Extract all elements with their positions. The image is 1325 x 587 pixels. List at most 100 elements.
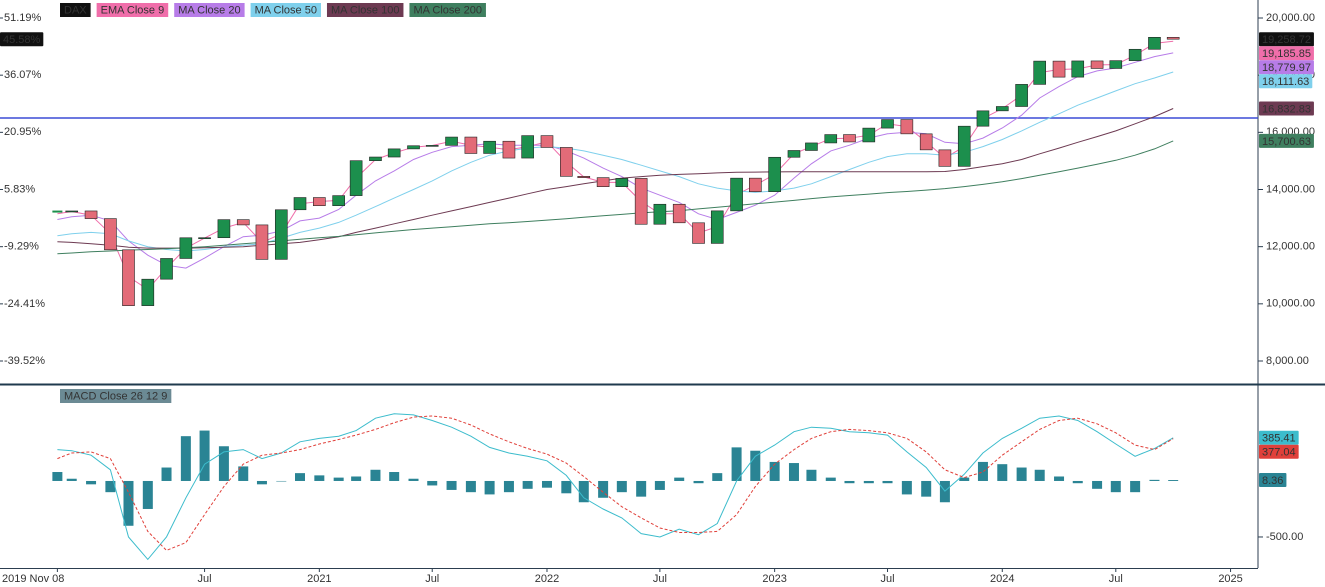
candle bbox=[464, 136, 478, 154]
histogram-bar bbox=[86, 480, 97, 485]
candle bbox=[160, 258, 173, 280]
candle bbox=[369, 156, 382, 161]
candle bbox=[615, 178, 629, 187]
candle bbox=[1033, 60, 1047, 85]
candle bbox=[560, 147, 573, 177]
candle bbox=[653, 203, 667, 225]
candle bbox=[198, 237, 211, 240]
histogram-bar bbox=[503, 480, 514, 493]
histogram-bar bbox=[578, 480, 589, 503]
candle bbox=[1090, 60, 1104, 69]
histogram-bar bbox=[997, 464, 1008, 481]
candle bbox=[919, 133, 933, 151]
candle bbox=[407, 145, 420, 150]
y2-tick-label: 36.07% bbox=[4, 69, 42, 81]
histogram-bar bbox=[1130, 480, 1141, 493]
histogram-bar bbox=[1034, 469, 1045, 481]
candle bbox=[332, 195, 345, 207]
candle bbox=[692, 222, 705, 244]
candle bbox=[387, 148, 401, 158]
candle bbox=[672, 203, 686, 224]
histogram-bar bbox=[465, 480, 476, 493]
histogram-bar bbox=[161, 467, 172, 481]
candle bbox=[65, 210, 79, 213]
histogram-bar bbox=[351, 476, 362, 481]
candle bbox=[634, 178, 648, 225]
legend-chip bbox=[409, 3, 486, 17]
histogram-bar bbox=[731, 447, 742, 481]
value-badge bbox=[1259, 32, 1314, 47]
histogram-bar bbox=[863, 480, 874, 484]
candle bbox=[1109, 60, 1123, 69]
legend-chip-label: EMA Close 9 bbox=[101, 4, 165, 16]
value-badge-label: 18,779.97 bbox=[1262, 62, 1311, 74]
histogram-bar bbox=[654, 480, 665, 490]
candle bbox=[179, 237, 193, 259]
candle bbox=[122, 249, 135, 306]
y-tick-label: -500.00 bbox=[1266, 531, 1303, 543]
y2-tick-label: 5.83% bbox=[4, 183, 35, 195]
histogram-bar bbox=[636, 480, 647, 497]
histogram-bar bbox=[142, 480, 153, 509]
histogram-bar bbox=[844, 480, 855, 484]
legend-chip-label: DAX bbox=[64, 4, 87, 16]
histogram-bar bbox=[1168, 480, 1179, 481]
value-badge bbox=[1259, 133, 1314, 148]
legend-chip bbox=[174, 3, 245, 17]
candle bbox=[84, 210, 98, 219]
x-tick-label: 2025 bbox=[1218, 573, 1242, 585]
histogram-bar bbox=[218, 446, 229, 481]
y-tick-label: 8,000.00 bbox=[1266, 355, 1309, 367]
legend-chip bbox=[60, 3, 91, 17]
moving-average-line bbox=[57, 71, 1174, 252]
histogram-bar bbox=[180, 436, 191, 481]
value-badge bbox=[1259, 473, 1287, 488]
histogram-bar bbox=[712, 473, 723, 481]
histogram-bar bbox=[788, 463, 799, 481]
value-badge-label: 385.41 bbox=[1262, 433, 1296, 445]
histogram-bar bbox=[389, 472, 400, 481]
candle bbox=[730, 177, 743, 212]
candle bbox=[995, 106, 1009, 112]
value-badge bbox=[1259, 101, 1314, 116]
candle bbox=[502, 140, 516, 159]
candle bbox=[540, 135, 554, 148]
histogram-bar bbox=[256, 480, 267, 485]
histogram-bar bbox=[370, 469, 381, 481]
y2-tick-label: -9.29% bbox=[4, 241, 39, 253]
histogram-bar bbox=[66, 478, 77, 481]
candle bbox=[521, 135, 534, 159]
candle bbox=[349, 160, 363, 196]
histogram-bar bbox=[484, 480, 495, 495]
x-tick-label: 2022 bbox=[535, 573, 559, 585]
histogram-bar bbox=[199, 430, 210, 481]
candle bbox=[710, 210, 724, 244]
histogram-bar bbox=[123, 480, 134, 526]
x-tick-label: Jul bbox=[425, 573, 439, 585]
y-tick-label: 12,000.00 bbox=[1266, 241, 1315, 253]
histogram-bar bbox=[408, 478, 419, 481]
legend-chip-label: MA Close 50 bbox=[255, 4, 317, 16]
x-tick-label: 2019 Nov 08 bbox=[2, 573, 64, 585]
candle bbox=[1148, 36, 1161, 50]
macd-line bbox=[57, 413, 1174, 561]
candle bbox=[748, 177, 762, 192]
value-badge-label: 18,111.63 bbox=[1262, 76, 1309, 88]
candle bbox=[957, 125, 971, 167]
moving-average-line bbox=[57, 108, 1174, 249]
x-tick-label: 2021 bbox=[307, 573, 331, 585]
candle bbox=[596, 177, 610, 187]
moving-average-line bbox=[57, 52, 1174, 269]
histogram-bar bbox=[541, 480, 552, 488]
histogram-bar bbox=[1072, 480, 1083, 484]
candle bbox=[1052, 60, 1066, 78]
histogram-bar bbox=[238, 466, 249, 481]
candle bbox=[1071, 60, 1085, 78]
histogram-bar bbox=[674, 477, 685, 481]
histogram-bar bbox=[959, 477, 970, 481]
histogram-bar bbox=[750, 450, 761, 481]
value-badge bbox=[0, 32, 44, 47]
histogram-bar bbox=[105, 480, 116, 493]
histogram-bar bbox=[806, 469, 817, 481]
value-badge-label: 377.04 bbox=[1262, 447, 1296, 459]
